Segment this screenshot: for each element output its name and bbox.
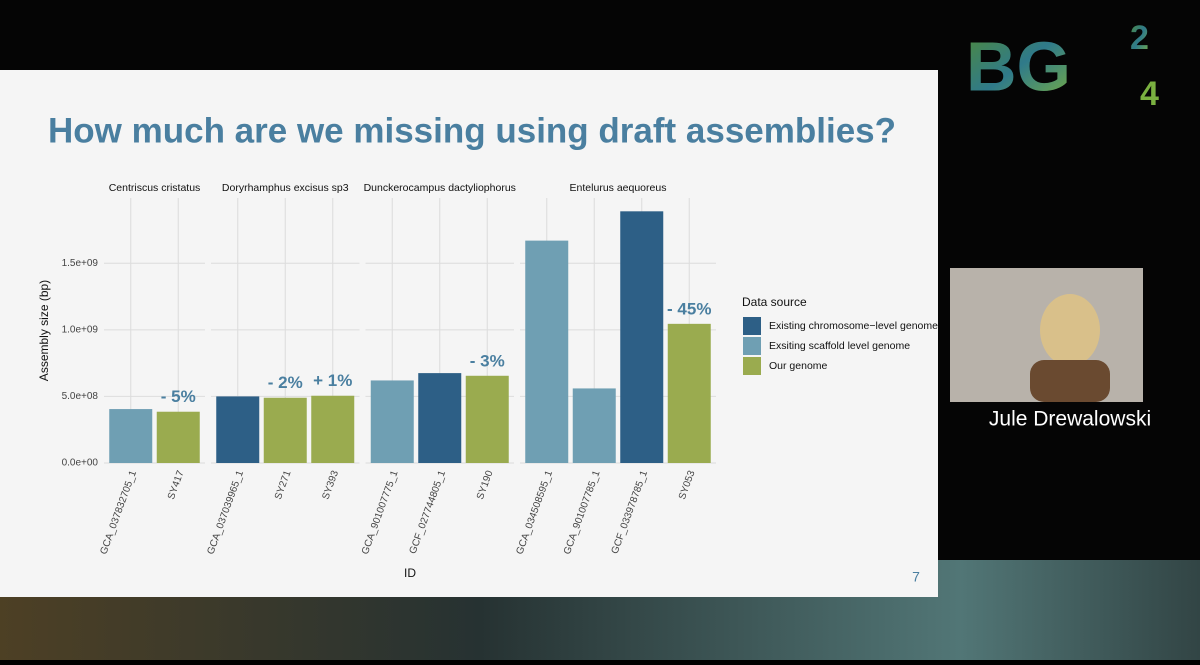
- bar: [465, 375, 509, 463]
- annotation: - 45%: [667, 299, 711, 318]
- facet-label: Doryrhamphus excisus sp3: [222, 182, 349, 194]
- slide-title: How much are we missing using draft asse…: [48, 111, 896, 150]
- legend-swatch: [743, 357, 761, 375]
- legend-swatch: [743, 337, 761, 355]
- legend-title: Data source: [742, 295, 807, 309]
- bar: [525, 240, 569, 463]
- bar: [620, 211, 664, 463]
- annotation: - 5%: [161, 387, 196, 406]
- bar: [263, 397, 307, 463]
- legend-label: Exsiting scaffold level genome: [769, 340, 910, 352]
- chart: 0.0e+00 5.0e+08 1.0e+09 1.5e+09 Assembly siz…: [37, 182, 938, 580]
- logo: BG: [966, 27, 1071, 105]
- annotation: - 2%: [268, 373, 303, 392]
- logo-sub: 4: [1140, 75, 1159, 113]
- facet-label: Dunckerocampus dactyliophorus: [364, 182, 516, 194]
- legend-label: Our genome: [769, 360, 828, 372]
- facet-label: Entelurus aequoreus: [570, 182, 667, 194]
- y-tick-label: 1.0e+09: [62, 324, 99, 335]
- y-axis-title: Assembly size (bp): [37, 280, 51, 381]
- legend-label: Existing chromosome−level genome: [769, 320, 938, 332]
- y-tick-label: 5.0e+08: [62, 391, 99, 402]
- legend-swatch: [743, 317, 761, 335]
- bar: [572, 388, 616, 463]
- bar: [156, 411, 200, 463]
- y-tick-label: 0.0e+00: [62, 458, 99, 469]
- logo-sup: 2: [1130, 19, 1149, 57]
- annotation: - 3%: [470, 351, 505, 370]
- annotation: + 1%: [313, 371, 352, 390]
- speaker-figure: [1030, 360, 1110, 402]
- bar: [370, 380, 414, 463]
- speaker-figure: [1040, 294, 1100, 366]
- x-axis-title: ID: [404, 566, 416, 580]
- facet-label: Centriscus cristatus: [109, 182, 201, 194]
- bar: [418, 373, 462, 463]
- bar: [667, 323, 711, 463]
- bar: [216, 396, 260, 463]
- speaker-name: Jule Drewalowski: [989, 408, 1151, 431]
- bar: [109, 409, 153, 463]
- y-tick-label: 1.5e+09: [62, 258, 99, 269]
- page-number: 7: [912, 569, 920, 585]
- bar: [311, 395, 355, 463]
